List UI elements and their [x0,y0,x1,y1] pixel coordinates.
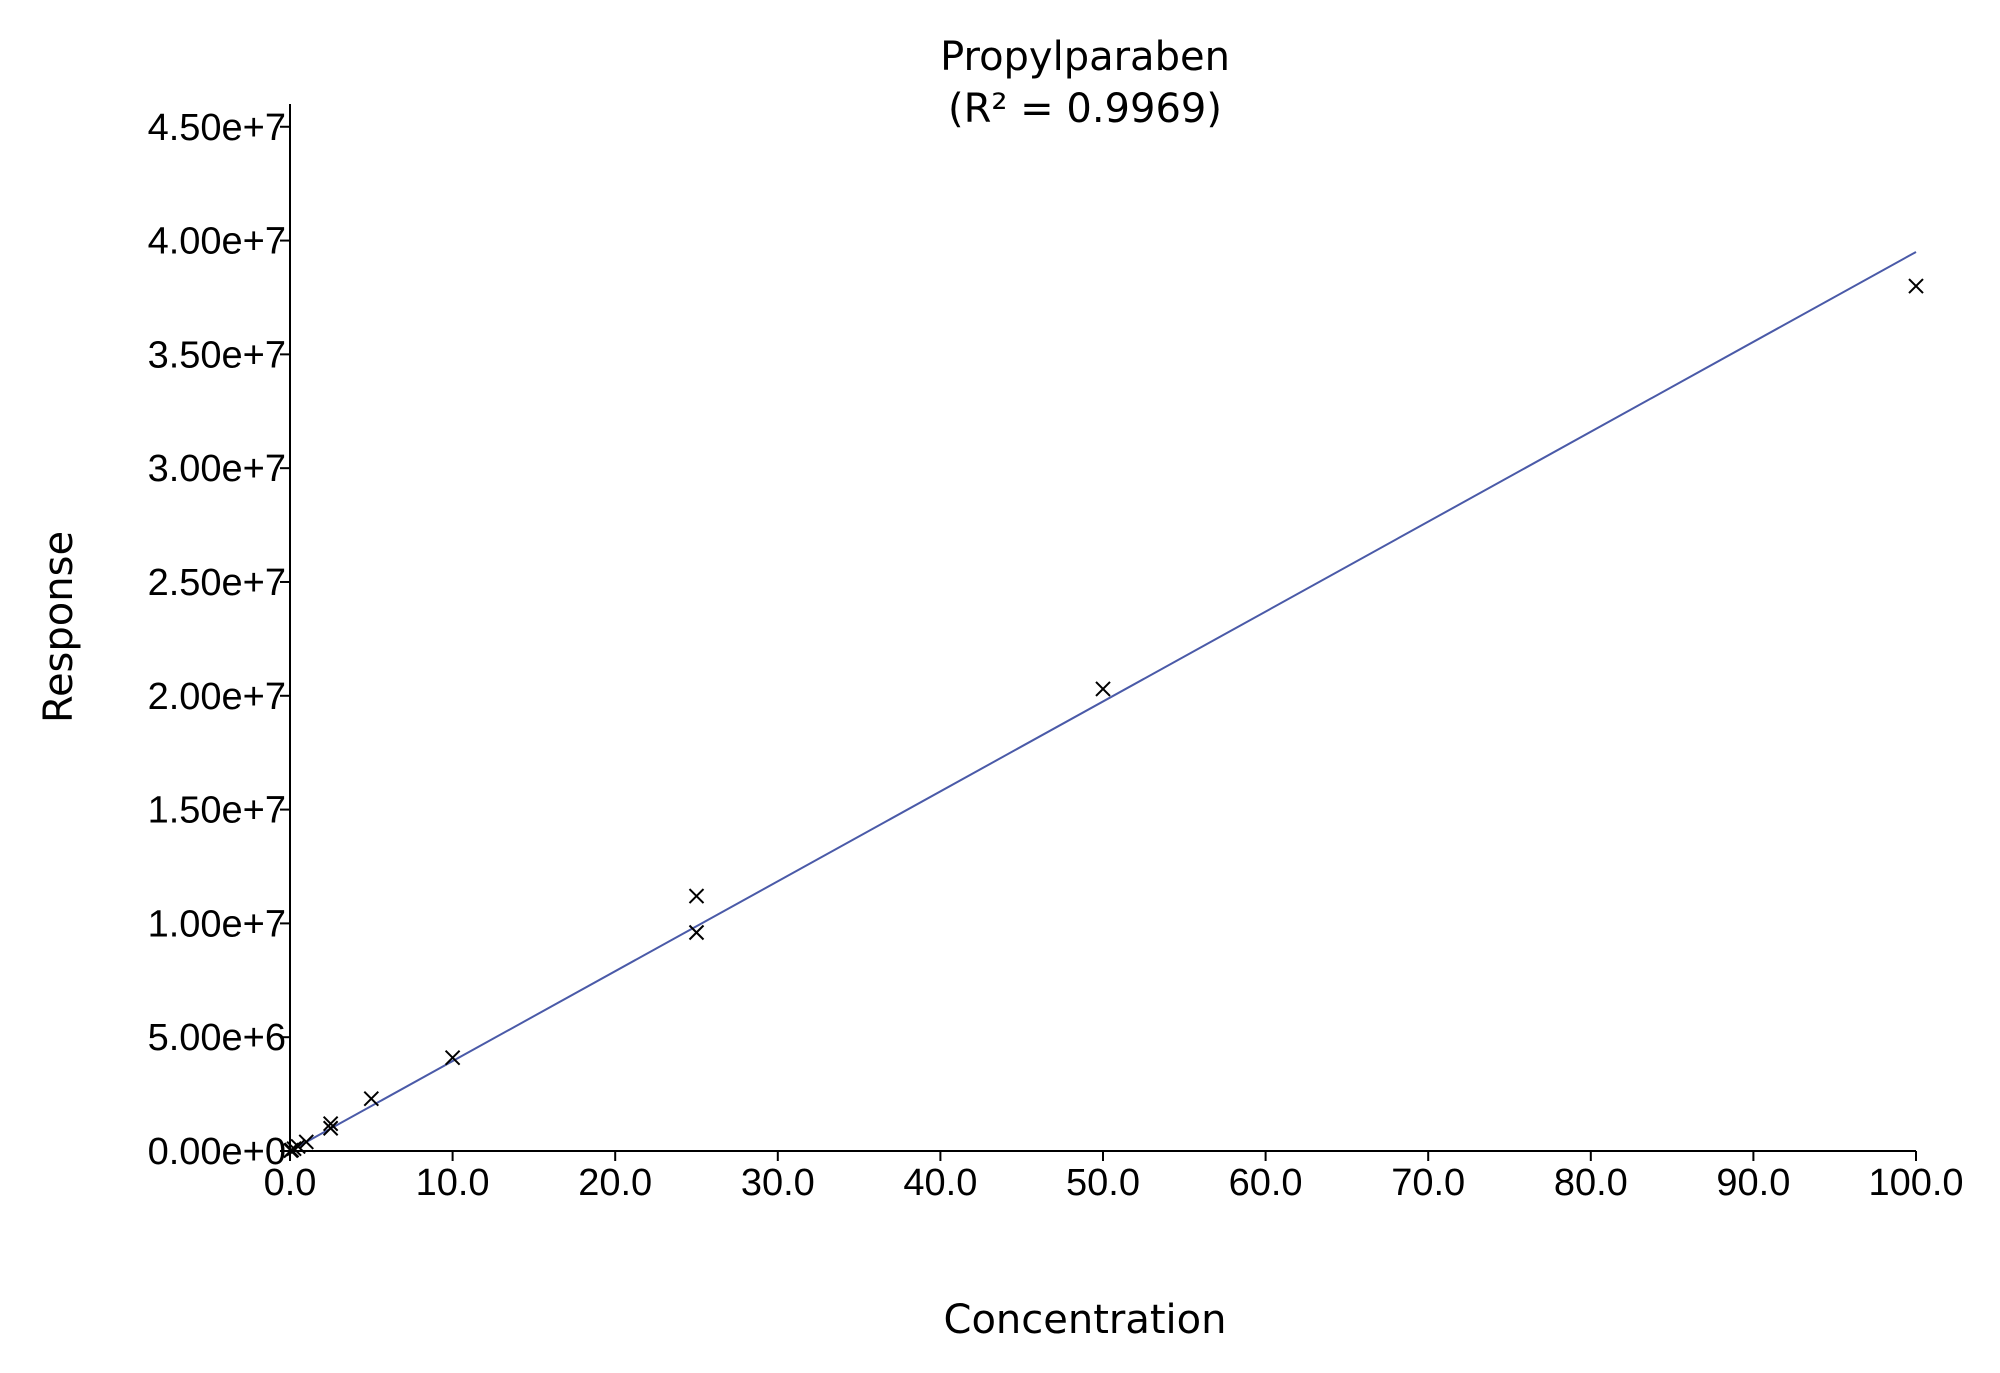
x-axis-title: Concentration [944,1297,1227,1343]
x-tick-label: 10.0 [416,1162,490,1204]
x-tick-label: 20.0 [578,1162,652,1204]
data-point [286,1141,302,1157]
data-point [688,888,705,904]
y-tick-label: 4.50e+7 [148,107,286,149]
data-point [298,1134,314,1150]
data-point [444,1049,461,1066]
x-tick-label: 100.0 [1868,1162,1963,1204]
x-tick-label: 30.0 [741,1162,815,1204]
x-tick-label: 90.0 [1716,1162,1790,1204]
y-tick-label: 3.50e+7 [148,334,286,376]
x-tick-label: 60.0 [1229,1162,1303,1204]
x-tick-label: 40.0 [903,1162,977,1204]
x-tick-label: 0.0 [264,1162,317,1204]
y-tick-label: 1.00e+7 [148,903,286,945]
data-point [688,924,705,941]
y-tick-label: 2.00e+7 [148,676,286,718]
y-tick-label: 5.00e+6 [148,1017,286,1059]
x-tick-label: 50.0 [1066,1162,1140,1204]
y-tick-label: 1.50e+7 [148,790,286,832]
y-tick-label: 2.50e+7 [148,562,286,604]
data-point [1095,681,1111,697]
chart-subtitle: (R² = 0.9969) [948,86,1222,132]
y-tick-label: 4.00e+7 [148,221,286,263]
data-point [290,1138,306,1155]
x-tick-label: 70.0 [1391,1162,1465,1204]
chart-title: Propylparaben [940,34,1230,80]
y-axis-title: Response [36,531,82,723]
y-axis: 0.00e+0 5.00e+6 1.00e+7 1.50e+7 2.00e+7 2.50e… [148,104,291,1173]
x-axis: 0.0 10.0 20.0 30.0 40.0 50.0 60.0 70.0 80.0 90.0 1… [264,1150,1964,1204]
fit-line-layer [289,251,1917,1152]
data-points [283,278,1924,1159]
data-point [322,1115,339,1132]
data-point [1908,278,1924,294]
y-tick-label: 0.00e+0 [148,1131,286,1173]
data-point [322,1120,339,1136]
x-tick-label: 80.0 [1554,1162,1628,1204]
data-point [363,1090,380,1107]
y-tick-label: 3.00e+7 [148,448,286,490]
regression-line [289,251,1917,1152]
